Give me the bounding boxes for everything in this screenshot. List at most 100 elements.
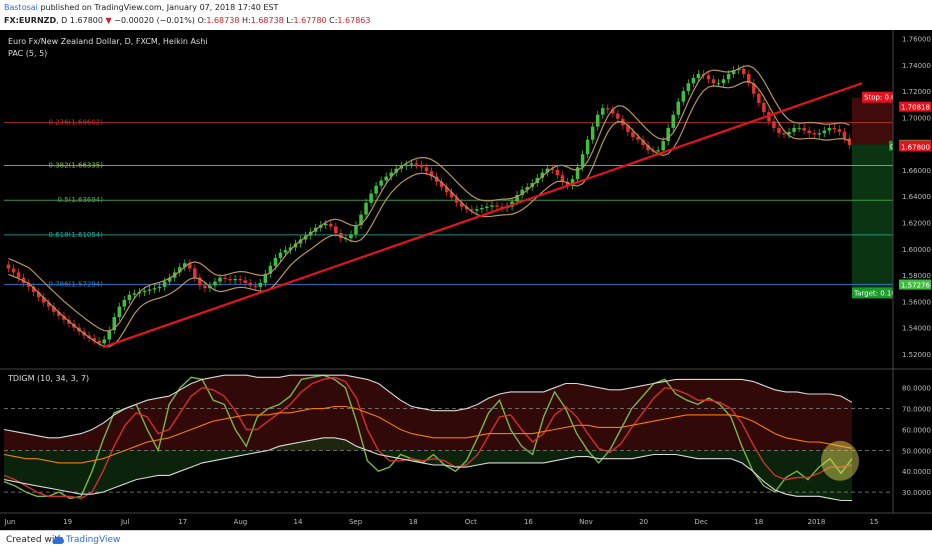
created-with-text: Created with <box>6 535 64 545</box>
candle-body <box>837 129 842 132</box>
price-pane[interactable]: Stop: 0.0 Target: 0.10 0.236(1.69602) 0.382… <box>4 37 897 349</box>
candle-body <box>626 125 630 132</box>
high-value: 1.68738 <box>250 16 284 25</box>
candle-body <box>676 101 681 115</box>
candle-body <box>107 330 111 340</box>
candle-body <box>772 121 776 128</box>
candle-body <box>762 102 766 113</box>
candle-body <box>449 192 454 198</box>
candle-body <box>797 127 801 129</box>
candle-body <box>585 139 590 155</box>
osc-line-red-signal <box>3 376 853 500</box>
last-price: 1.67800 <box>69 16 103 25</box>
candle-body <box>600 108 605 115</box>
low-label: L: <box>286 16 294 25</box>
candle-body <box>354 225 358 235</box>
price-tick-label: 1.64000 <box>902 193 931 201</box>
osc-line-band-upper <box>3 374 853 439</box>
candle-body <box>575 167 580 180</box>
symbol-name[interactable]: FX:EURNZD <box>4 16 57 25</box>
candle-body <box>475 209 479 211</box>
osc-tick-label: 40.0000 <box>902 468 931 476</box>
tradingview-brand[interactable]: TradingView <box>66 535 121 545</box>
candle-body <box>16 272 21 278</box>
candle-body <box>787 131 791 135</box>
candle-body <box>283 250 288 253</box>
candle-body <box>595 114 600 127</box>
candle-body <box>525 187 529 190</box>
candle-body <box>747 74 751 84</box>
price-tick-label: 1.76000 <box>902 36 931 44</box>
candle-body <box>369 193 373 203</box>
chart-canvas[interactable]: Stop: 0.0 Target: 0.10 0.236(1.69602) 0.382… <box>0 30 932 530</box>
candle-body <box>817 133 822 135</box>
candle-body <box>550 168 555 170</box>
price-tick-label: 1.62000 <box>902 219 931 227</box>
stop-label: Stop: 0.0 <box>864 94 896 102</box>
time-tick-label: Aug <box>234 518 248 526</box>
candle-body <box>21 277 26 283</box>
candle-body <box>842 131 847 139</box>
chart-header: Bastosai published on TradingView.com, J… <box>0 0 932 30</box>
candle-body <box>691 77 696 84</box>
price-tick-label: 1.58000 <box>902 272 931 280</box>
price-tick-label: 1.66000 <box>902 167 931 175</box>
candle-body <box>716 83 721 85</box>
candle-body <box>444 187 449 193</box>
author-link[interactable]: Bastosai <box>4 3 38 12</box>
candle-body <box>741 68 746 75</box>
oscillator-pane[interactable]: TDIGM (10, 34, 3, 7) <box>3 374 893 502</box>
fib-level-label: 0.236(1.69602) <box>49 119 104 127</box>
fib-level-label: 0.5(1.63694) <box>57 196 103 204</box>
time-tick-label: 20 <box>639 518 648 526</box>
candle-body <box>228 278 232 281</box>
footer: Created with TradingView <box>0 530 932 551</box>
target-zone <box>852 144 893 294</box>
price-tag-label: 1.67800 <box>901 143 930 151</box>
osc-tick-label: 80.0000 <box>902 385 931 393</box>
osc-lower-fill <box>4 437 852 501</box>
candle-body <box>792 127 796 132</box>
candle-body <box>324 223 328 226</box>
fib-level-label: 0.382(1.66335) <box>49 162 104 170</box>
candle-body <box>565 181 570 186</box>
osc-line-orange-mid <box>3 405 853 464</box>
price-tag-label: 1.57276 <box>901 282 930 290</box>
stop-zone <box>852 97 893 145</box>
time-tick-label: 17 <box>178 518 187 526</box>
candle-body <box>253 285 258 287</box>
candle-body <box>782 133 786 135</box>
time-tick-label: Nov <box>579 518 593 526</box>
osc-tick-label: 50.0000 <box>902 447 931 455</box>
candle-body <box>661 141 665 151</box>
oscillator-title: TDIGM (10, 34, 3, 7) <box>7 374 89 383</box>
candle-body <box>590 126 595 140</box>
candle-body <box>97 340 101 344</box>
candle-body <box>409 163 414 165</box>
candle-body <box>580 154 585 168</box>
candle-body <box>515 194 519 202</box>
change-down-icon: ▼ <box>105 16 112 25</box>
candle-body <box>268 265 273 274</box>
time-tick-label: Jun <box>4 518 16 526</box>
candle-body <box>520 189 524 195</box>
candle-body <box>616 113 620 119</box>
time-tick-label: Sep <box>349 518 363 526</box>
candle-body <box>384 176 388 181</box>
osc-tick-label: 60.0000 <box>902 426 931 434</box>
candle-body <box>611 109 615 114</box>
candle-body <box>847 138 852 145</box>
candle-body <box>731 70 736 75</box>
candle-body <box>127 294 132 300</box>
candle-body <box>490 205 494 207</box>
candle-body <box>752 83 756 94</box>
candle-body <box>777 127 781 134</box>
candle-body <box>142 290 147 293</box>
candle-body <box>459 202 464 207</box>
candle-body <box>162 281 167 287</box>
candle-body <box>429 171 434 177</box>
candle-body <box>52 306 56 312</box>
candle-body <box>57 311 61 316</box>
candle-body <box>646 144 650 151</box>
candle-body <box>233 278 237 281</box>
